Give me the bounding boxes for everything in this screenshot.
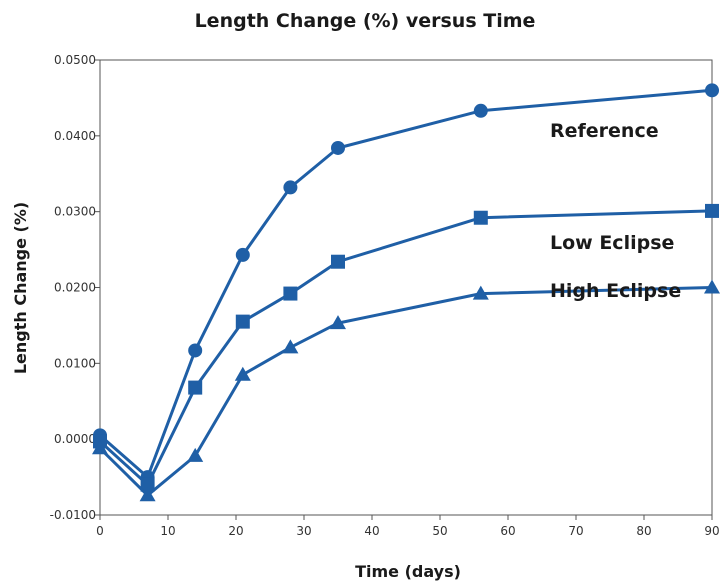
data-point-low-eclipse [235,314,250,329]
x-tick-label: 40 [364,524,379,538]
x-axis: 0 10 20 30 40 50 60 70 80 90 [96,515,720,538]
y-tick-label: 0.0100 [54,356,96,370]
series-high-eclipse [92,279,720,502]
x-tick-label: 0 [96,524,104,538]
series-low-eclipse [93,203,719,492]
data-point-reference [283,180,298,195]
series-label-reference: Reference [550,120,659,142]
y-axis: -0.0100 0.0000 0.0100 0.0200 0.0300 0.0400 0.0… [50,53,100,522]
chart-title: Length Change (%) versus Time [195,10,536,32]
x-tick-label: 80 [636,524,651,538]
x-tick-label: 60 [500,524,515,538]
data-point-high-eclipse [92,440,108,455]
data-point-high-eclipse [704,279,720,294]
x-tick-label: 30 [296,524,311,538]
data-point-reference [188,343,203,358]
y-tick-label: 0.0400 [54,129,96,143]
series-line-reference [99,88,713,479]
y-tick-label: 0.0500 [54,53,96,67]
y-tick-label: 0.0000 [54,432,96,446]
x-tick-label: 10 [160,524,175,538]
series-layer [92,83,720,502]
x-tick-label: 90 [704,524,719,538]
x-axis-title: Time (days) [355,562,461,581]
data-point-high-eclipse [139,487,156,502]
series-line-high-eclipse [98,286,713,497]
data-point-reference [705,83,719,98]
data-point-high-eclipse [187,447,204,462]
series-line-low-eclipse [98,209,713,487]
y-tick-label: -0.0100 [50,508,96,522]
x-tick-label: 70 [568,524,583,538]
y-tick-label: 0.0300 [54,205,96,219]
data-point-reference [331,140,345,155]
data-point-reference [473,103,488,118]
data-point-low-eclipse [331,254,345,269]
x-tick-label: 50 [432,524,447,538]
series-label-high-eclipse: High Eclipse [550,280,681,302]
data-point-low-eclipse [188,380,203,395]
data-point-high-eclipse [282,339,299,354]
data-point-high-eclipse [472,285,489,300]
data-point-low-eclipse [140,477,155,492]
data-point-low-eclipse [473,210,488,225]
series-label-low-eclipse: Low Eclipse [550,232,674,254]
series-reference [93,83,719,485]
data-point-reference [235,247,250,262]
y-tick-label: 0.0200 [54,281,96,295]
data-point-low-eclipse [283,286,298,301]
y-axis-title: Length Change (%) [11,202,30,374]
data-point-low-eclipse [705,203,719,218]
data-point-high-eclipse [234,366,251,381]
data-point-high-eclipse [330,315,346,330]
x-tick-label: 20 [228,524,243,538]
